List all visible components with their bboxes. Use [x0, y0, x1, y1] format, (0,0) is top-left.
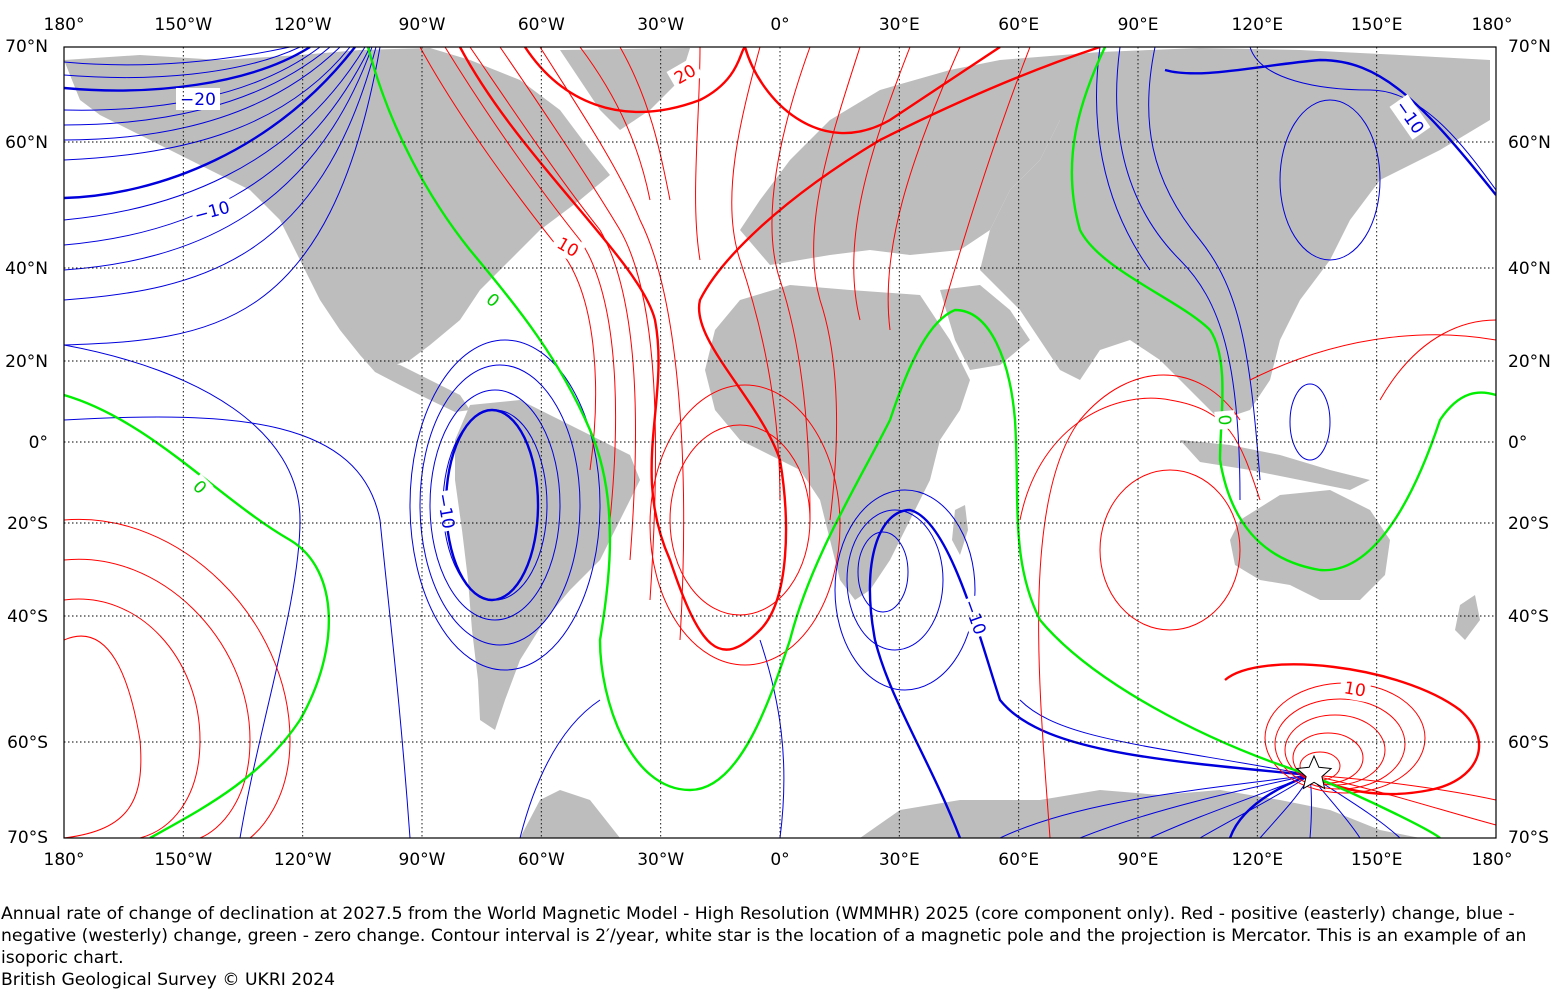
- lat-tick-label: 40°N: [5, 259, 48, 279]
- lat-tick-label: 40°N: [1508, 259, 1551, 279]
- lat-tick-label: 0°: [1508, 433, 1527, 453]
- zero-contours: [64, 47, 1496, 838]
- lon-tick-label: 60°E: [998, 15, 1039, 35]
- map-caption: Annual rate of change of declination at …: [1, 903, 1551, 991]
- contour-layer: [64, 47, 1496, 838]
- lat-tick-label: 60°S: [1508, 733, 1549, 753]
- lon-tick-label: 150°E: [1351, 15, 1403, 35]
- lon-tick-label: 150°W: [154, 850, 212, 870]
- lon-ticks-bottom: 180° 150°W 120°W 90°W 60°W 30°W 0° 30°E …: [44, 850, 1513, 870]
- magnetic-pole-star-icon: [1295, 754, 1333, 790]
- contour-minus10-ne-asia: [1164, 58, 1496, 196]
- positive-contours-bold: [458, 47, 1481, 796]
- contour-label: −20: [180, 90, 216, 110]
- lon-tick-label: 120°E: [1231, 15, 1283, 35]
- negative-contours-bold: [64, 47, 1496, 838]
- contour-zero-americas: [366, 47, 1441, 838]
- lon-tick-label: 90°E: [1118, 15, 1159, 35]
- positive-contours: [64, 47, 1496, 838]
- negative-contours: [64, 47, 1496, 838]
- contour-minus10-pole: [1228, 773, 1311, 838]
- lat-tick-label: 70°S: [1508, 828, 1549, 848]
- land-asia: [980, 48, 1490, 420]
- contour-minus10-pacific: [64, 47, 356, 200]
- lon-tick-label: 180°: [1472, 850, 1513, 870]
- lat-ticks-left: 70°N 60°N 40°N 20°N 0° 20°S 40°S 60°S 70…: [5, 37, 48, 848]
- lon-tick-label: 90°W: [399, 850, 446, 870]
- contour-plus10-pole: [1224, 663, 1481, 796]
- land-africa: [705, 285, 970, 600]
- contour-zero-pacific: [64, 393, 331, 838]
- land-europe: [740, 60, 1060, 265]
- contour-label: 0: [1214, 414, 1235, 427]
- lon-tick-label: 150°W: [154, 15, 212, 35]
- lon-tick-label: 60°W: [518, 850, 565, 870]
- caption-text: Annual rate of change of declination at …: [1, 904, 1527, 968]
- land-south-america: [455, 400, 640, 730]
- contour-minus20: [64, 47, 311, 92]
- lat-tick-label: 40°S: [7, 607, 48, 627]
- caption-credit: British Geological Survey © UKRI 2024: [1, 970, 336, 990]
- lon-tick-label: 30°W: [637, 15, 684, 35]
- lat-ticks-right: 70°N 60°N 40°N 20°N 0° 20°S 40°S 60°S 70…: [1508, 37, 1551, 848]
- lat-tick-label: 40°S: [1508, 607, 1549, 627]
- lon-tick-label: 120°W: [274, 850, 332, 870]
- lon-tick-label: 30°E: [879, 850, 920, 870]
- lon-ticks-top: 180° 150°W 120°W 90°W 60°W 30°W 0° 30°E …: [44, 15, 1513, 35]
- lon-tick-label: 0°: [770, 850, 789, 870]
- lon-tick-label: 0°: [770, 15, 789, 35]
- lat-tick-label: 20°N: [5, 352, 48, 372]
- land-indonesia: [1180, 440, 1370, 490]
- land-new-zealand: [1455, 595, 1480, 640]
- lat-tick-label: 70°S: [7, 828, 48, 848]
- contour-plus20: [523, 47, 1001, 135]
- land-layer: [64, 48, 1490, 838]
- lon-tick-label: 30°E: [879, 15, 920, 35]
- lon-tick-label: 60°W: [518, 15, 565, 35]
- lon-tick-label: 120°W: [274, 15, 332, 35]
- lon-tick-label: 120°E: [1231, 850, 1283, 870]
- lat-tick-label: 60°N: [1508, 133, 1551, 153]
- contour-label: 10: [1342, 678, 1367, 701]
- contour-zero-asia: [1070, 47, 1496, 572]
- lon-tick-label: 180°: [1472, 15, 1513, 35]
- land-australia: [1230, 490, 1390, 600]
- lon-tick-label: 180°: [44, 15, 85, 35]
- lat-tick-label: 70°N: [5, 37, 48, 57]
- contour-minus10-indian: [868, 508, 1311, 838]
- lon-tick-label: 60°E: [998, 850, 1039, 870]
- lat-tick-label: 20°S: [1508, 514, 1549, 534]
- land-central-america: [360, 355, 470, 412]
- lat-tick-label: 0°: [29, 433, 48, 453]
- land-madagascar: [952, 505, 968, 555]
- lat-tick-label: 70°N: [1508, 37, 1551, 57]
- land-north-america: [64, 48, 610, 370]
- isoporic-map: −20 −10 20 10 0 0 −10 −10 −10 10 0: [5, 15, 1551, 870]
- lon-tick-label: 30°W: [637, 850, 684, 870]
- lon-tick-label: 180°: [44, 850, 85, 870]
- contour-plus10-atlantic: [458, 47, 1101, 651]
- map-frame: [63, 46, 1497, 839]
- lon-tick-label: 90°W: [399, 15, 446, 35]
- land-greenland: [560, 48, 690, 130]
- graticule: [63, 47, 1496, 838]
- lat-tick-label: 60°S: [7, 733, 48, 753]
- lat-tick-label: 60°N: [5, 133, 48, 153]
- lon-tick-label: 150°E: [1351, 850, 1403, 870]
- lon-tick-label: 90°E: [1118, 850, 1159, 870]
- lat-tick-label: 20°S: [7, 514, 48, 534]
- lat-tick-label: 20°N: [1508, 352, 1551, 372]
- land-arabia: [940, 285, 1030, 370]
